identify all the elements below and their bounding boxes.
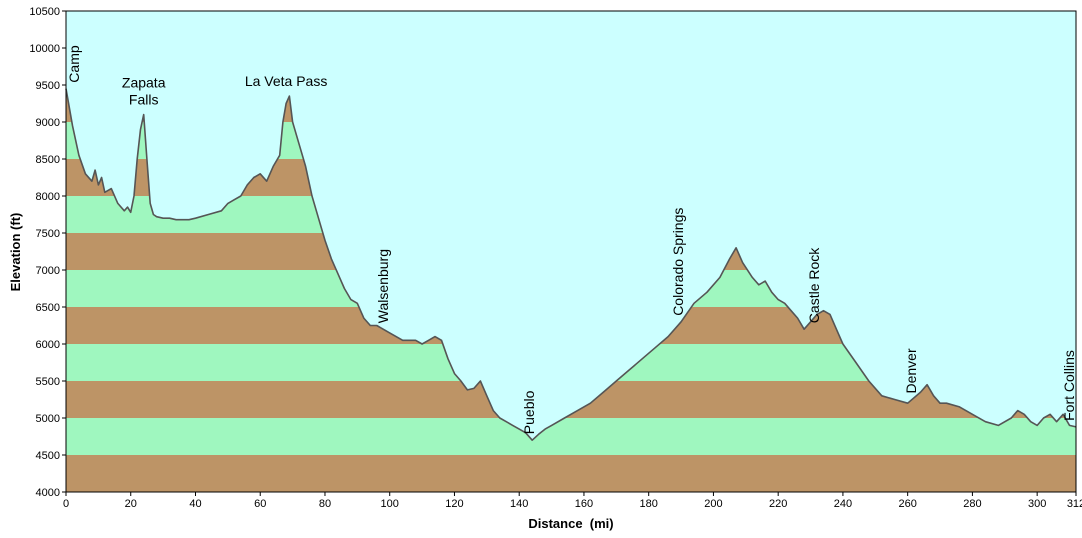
x-tick-label: 180 bbox=[640, 498, 658, 510]
y-tick-label: 10500 bbox=[29, 6, 60, 18]
x-axis-title: Distance (mi) bbox=[528, 516, 613, 531]
x-tick-label: 80 bbox=[319, 498, 331, 510]
x-tick-label: 140 bbox=[510, 498, 528, 510]
x-tick-label: 220 bbox=[769, 498, 787, 510]
y-tick-label: 10000 bbox=[29, 43, 60, 55]
place-label: Fort Collins bbox=[1061, 350, 1077, 421]
y-tick-label: 9500 bbox=[36, 80, 60, 92]
profile-group bbox=[65, 88, 1077, 442]
x-axis: 0 20 40 60 80 100 120 140 160 180 200 220 240 260 280 3… bbox=[63, 492, 1082, 510]
elevation-band bbox=[66, 418, 1076, 455]
y-tick-label: 8000 bbox=[36, 191, 60, 203]
y-axis-title: Elevation (ft) bbox=[8, 213, 23, 292]
y-tick-label: 8500 bbox=[36, 154, 60, 166]
x-tick-label: 312 bbox=[1067, 498, 1082, 510]
place-label: Camp bbox=[66, 45, 82, 83]
y-tick-label: 9000 bbox=[36, 117, 60, 129]
elevation-band bbox=[66, 455, 1076, 492]
place-label: Denver bbox=[903, 348, 919, 393]
x-tick-label: 260 bbox=[898, 498, 916, 510]
place-label: Castle Rock bbox=[806, 247, 822, 323]
y-tick-label: 7500 bbox=[36, 228, 60, 240]
y-tick-label: 7000 bbox=[36, 265, 60, 277]
x-tick-label: 200 bbox=[704, 498, 722, 510]
y-axis: 4000 4500 5000 5500 6000 6500 7000 7500 8000 8500… bbox=[29, 6, 66, 499]
x-tick-label: 300 bbox=[1028, 498, 1046, 510]
x-tick-label: 280 bbox=[963, 498, 981, 510]
x-tick-label: 0 bbox=[63, 498, 69, 510]
y-tick-label: 6000 bbox=[36, 339, 60, 351]
place-label: Zapata Falls bbox=[122, 75, 166, 108]
x-tick-label: 40 bbox=[189, 498, 201, 510]
place-label: Pueblo bbox=[521, 390, 537, 434]
x-tick-label: 100 bbox=[381, 498, 399, 510]
place-label: Walsenburg bbox=[375, 249, 391, 323]
place-annotations: Camp Zapata Falls La Veta Pass Walsenburg Pue… bbox=[66, 45, 1077, 434]
y-tick-label: 4000 bbox=[36, 487, 60, 499]
place-label: La Veta Pass bbox=[245, 73, 328, 89]
x-tick-label: 160 bbox=[575, 498, 593, 510]
y-tick-label: 6500 bbox=[36, 302, 60, 314]
y-tick-label: 5000 bbox=[36, 413, 60, 425]
y-tick-label: 4500 bbox=[36, 450, 60, 462]
plot-frame bbox=[65, 10, 1077, 493]
x-tick-label: 240 bbox=[834, 498, 852, 510]
y-tick-label: 5500 bbox=[36, 376, 60, 388]
x-tick-label: 20 bbox=[125, 498, 137, 510]
place-label: Colorado Springs bbox=[670, 208, 686, 316]
elevation-profile-line bbox=[65, 88, 1077, 442]
x-tick-label: 120 bbox=[445, 498, 463, 510]
x-tick-label: 60 bbox=[254, 498, 266, 510]
